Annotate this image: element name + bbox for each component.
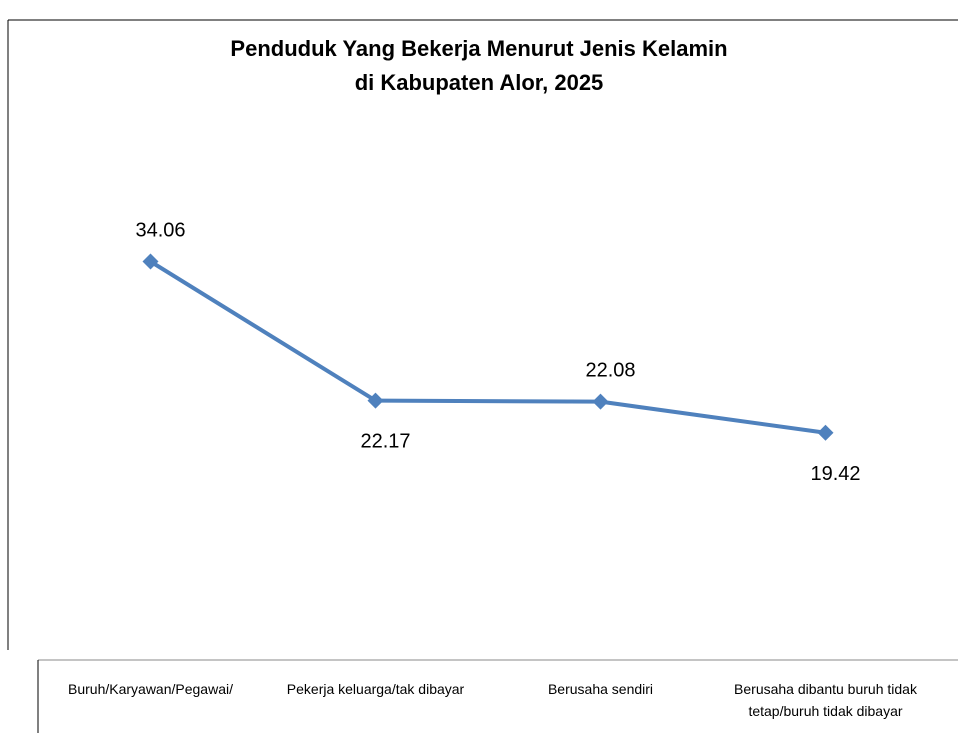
x-tick-label: Pekerja keluarga/tak dibayar xyxy=(286,681,465,697)
data-label: 22.17 xyxy=(360,431,410,453)
title-line: Penduduk Yang Bekerja Menurut Jenis Kela… xyxy=(230,36,728,61)
x-tick-label: Berusaha dibantu buruh tidak tetap/buruh… xyxy=(734,681,917,719)
line xyxy=(149,259,826,435)
marker xyxy=(592,393,609,410)
data-label: 19.42 xyxy=(810,463,860,485)
data-label: 22.08 xyxy=(585,360,635,382)
marker xyxy=(142,253,159,270)
data-label: 34.06 xyxy=(135,219,185,241)
marker xyxy=(367,392,384,409)
subtitle-line: di Kabupaten Alor, 2025 xyxy=(354,70,604,95)
marker xyxy=(817,424,834,441)
x-tick-label: Berusaha sendiri xyxy=(547,681,654,697)
x-tick-label: Buruh/Karyawan/Pegawai/ xyxy=(68,681,233,697)
chart-title: Penduduk Yang Bekerja Menurut Jenis Kela… xyxy=(0,32,958,100)
